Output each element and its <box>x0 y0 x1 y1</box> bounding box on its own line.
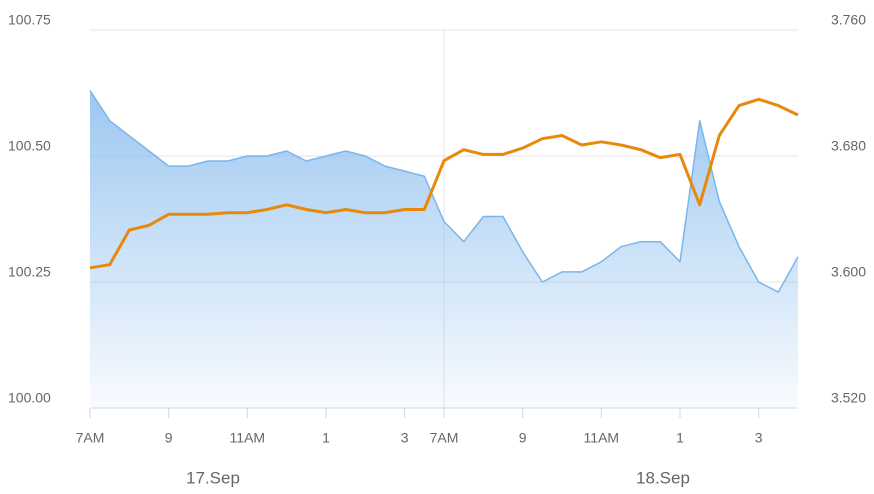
x-tick-label: 9 <box>165 430 173 446</box>
x-tick-label: 11AM <box>584 430 620 446</box>
x-tick-label: 7AM <box>76 430 105 446</box>
y-tick-label: 100.25 <box>8 264 51 280</box>
day-label: 17.Sep <box>186 468 240 487</box>
x-tick-label: 3 <box>401 430 409 446</box>
x-tick-label: 9 <box>519 430 527 446</box>
y2-tick-label: 3.520 <box>831 390 866 406</box>
y-tick-label: 100.75 <box>8 12 51 28</box>
y2-tick-label: 3.760 <box>831 12 866 28</box>
y-tick-label: 100.50 <box>8 138 51 154</box>
area-fill <box>90 90 798 408</box>
day-label: 18.Sep <box>636 468 690 487</box>
x-tick-label: 11AM <box>230 430 266 446</box>
series-line <box>89 97 799 270</box>
x-tick-label: 7AM <box>430 430 459 446</box>
x-tick-label: 3 <box>755 430 763 446</box>
x-tick-label: 1 <box>322 430 330 446</box>
y2-tick-label: 3.680 <box>831 138 866 154</box>
series-line <box>89 90 799 293</box>
y2-tick-label: 3.600 <box>831 264 866 280</box>
y-tick-label: 100.00 <box>8 390 51 406</box>
x-tick-label: 1 <box>676 430 684 446</box>
